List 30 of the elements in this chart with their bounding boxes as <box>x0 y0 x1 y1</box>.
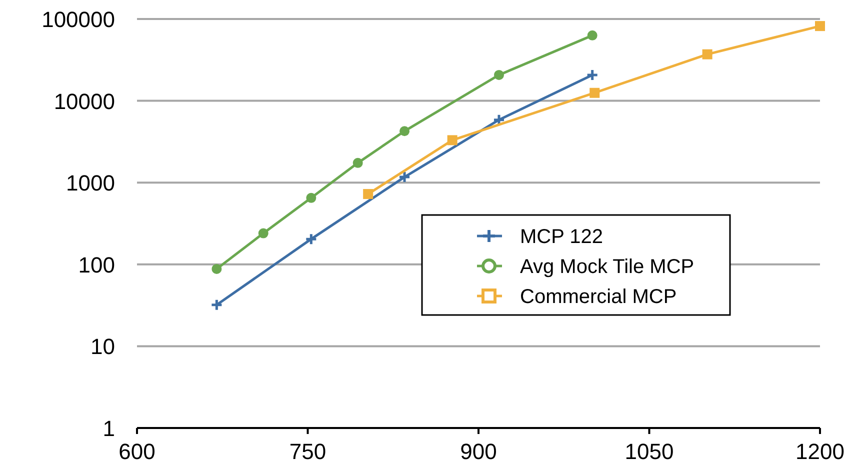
x-tick-label: 600 <box>118 439 156 464</box>
y-tick-label: 1 <box>102 416 115 441</box>
y-tick-label: 1000 <box>66 170 115 196</box>
x-tick-label: 750 <box>289 439 326 464</box>
point <box>363 189 374 200</box>
point <box>702 49 712 60</box>
y-tick-label: 100000 <box>42 7 115 32</box>
y-tick-label: 10 <box>90 334 115 360</box>
point <box>212 264 222 274</box>
x-tick-label: 1050 <box>624 439 674 464</box>
point <box>815 21 825 32</box>
legend-label: Avg Mock Tile MCP <box>520 256 694 278</box>
x-tick-label: 1200 <box>796 439 844 464</box>
point <box>400 126 410 136</box>
point <box>590 88 600 98</box>
y-tick-label: 100 <box>78 252 115 278</box>
legend-label: Commercial MCP <box>520 286 677 308</box>
point <box>494 70 504 80</box>
point <box>210 298 223 312</box>
point <box>258 228 268 238</box>
point <box>352 158 363 168</box>
point <box>306 192 316 203</box>
point <box>586 68 599 82</box>
point <box>304 232 318 246</box>
point <box>447 135 458 146</box>
legend-label: MCP 122 <box>520 226 604 248</box>
point <box>398 170 411 184</box>
x-tick-label: 900 <box>460 439 497 464</box>
point <box>587 30 598 40</box>
y-tick-label: 10000 <box>54 88 115 114</box>
